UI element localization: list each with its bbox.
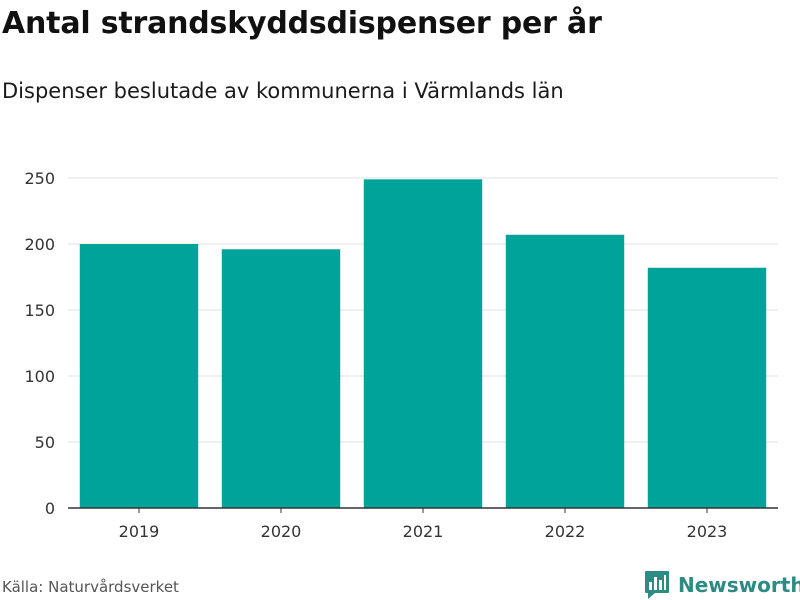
y-tick-label: 50: [35, 433, 55, 452]
x-tick-label: 2023: [687, 522, 728, 541]
bar-chart: 0 50 100 150 200 250 2019 2020 2021 2022 2023: [24, 169, 778, 541]
source-note: Källa: Naturvårdsverket: [2, 578, 179, 596]
bar-2021: [363, 179, 483, 508]
bar-2022: [505, 234, 625, 508]
brand-name: Newsworthy: [678, 573, 800, 597]
x-tick-label: 2020: [261, 522, 302, 541]
x-tick-label: 2021: [403, 522, 444, 541]
y-tick-label: 150: [24, 301, 55, 320]
bar-chart-speech-bubble-icon: [645, 571, 669, 599]
bar-2020: [221, 249, 341, 508]
y-tick-label: 200: [24, 235, 55, 254]
y-tick-label: 250: [24, 169, 55, 188]
y-tick-label: 0: [45, 499, 55, 518]
x-tick-label: 2022: [545, 522, 586, 541]
brand-logo: Newsworthy: [644, 570, 800, 600]
bar-2023: [647, 267, 767, 508]
bars: [79, 179, 767, 508]
x-tick-label: 2019: [119, 522, 160, 541]
chart-title: Antal strandskyddsdispenser per år: [2, 6, 602, 41]
bar-2019: [79, 244, 199, 508]
chart-subtitle: Dispenser beslutade av kommunerna i Värm…: [2, 79, 564, 103]
y-tick-label: 100: [24, 367, 55, 386]
axes: 0 50 100 150 200 250 2019 2020 2021 2022 2023: [24, 169, 778, 541]
